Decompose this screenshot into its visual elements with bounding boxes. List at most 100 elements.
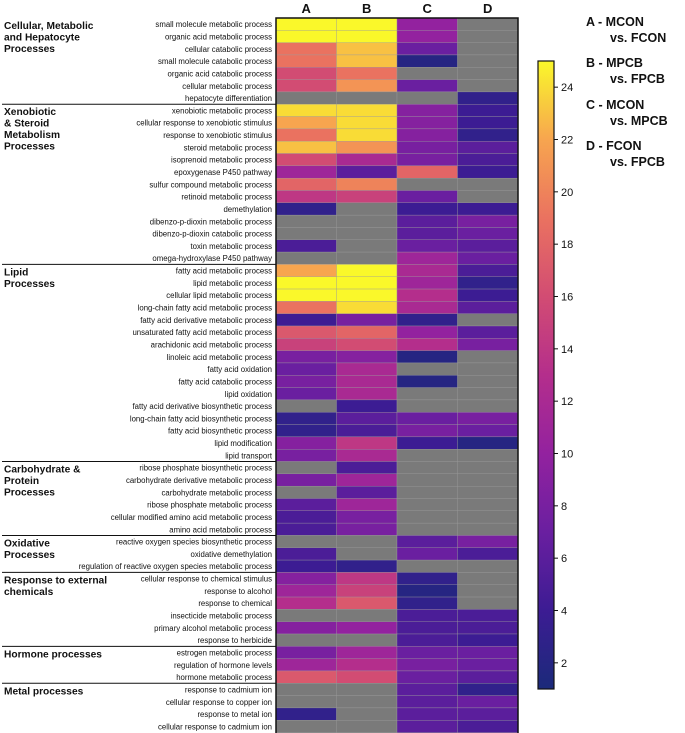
row-label: arachidonic acid metabolic process: [151, 340, 272, 349]
cell-r7-a: [275, 104, 337, 117]
cell-r45-a: [275, 572, 337, 585]
cell-r22-c: [396, 288, 458, 302]
row-label: toxin metabolic process: [191, 242, 273, 251]
column-header-a: A: [302, 1, 312, 16]
cell-r10-c: [396, 141, 458, 154]
cell-r21-c: [396, 276, 458, 290]
cell-r22-d: [457, 288, 519, 302]
cell-r42-b: [336, 535, 398, 548]
cell-r33-d: [457, 424, 519, 438]
cell-r32-d: [457, 412, 519, 425]
colorbar-tick-label: 8: [561, 501, 567, 513]
row-label: response to xenobiotic stimulus: [163, 131, 272, 140]
legend-item-a-line1: A - MCON: [586, 15, 644, 29]
cell-r1-d: [457, 30, 519, 43]
cell-r49-a: [275, 621, 337, 635]
cell-r33-c: [396, 424, 458, 438]
cell-r4-b: [336, 67, 398, 80]
cell-r20-b: [336, 264, 398, 277]
cell-r5-b: [336, 79, 398, 93]
row-label: omega-hydroxylase P450 pathway: [152, 254, 272, 263]
cell-r21-d: [457, 276, 519, 290]
cell-r47-d: [457, 596, 519, 610]
cell-r27-b: [336, 350, 398, 364]
cell-r49-b: [336, 621, 398, 635]
cell-r0-a: [275, 17, 337, 31]
cell-r45-b: [336, 572, 398, 585]
cell-r34-c: [396, 436, 458, 450]
group-label-1-line-0: Xenobiotic: [4, 107, 56, 118]
cell-r13-c: [396, 177, 458, 191]
cell-r4-c: [396, 67, 458, 80]
cell-r7-d: [457, 104, 519, 117]
cell-r50-a: [275, 633, 337, 647]
row-label: regulation of hormone levels: [174, 661, 272, 670]
cell-r11-c: [396, 153, 458, 167]
cell-r44-c: [396, 559, 458, 573]
cell-r12-c: [396, 165, 458, 179]
group-label-6-line-0: Hormone processes: [4, 649, 102, 660]
heatmap-border: [275, 17, 519, 733]
cell-r24-a: [275, 313, 337, 327]
cell-r50-b: [336, 633, 398, 647]
colorbar-gradient: [537, 60, 555, 690]
group-label-0-line-0: Cellular, Metabolic: [4, 21, 94, 32]
cell-r55-b: [336, 695, 398, 709]
row-label: demethylation: [223, 205, 272, 214]
cell-r34-a: [275, 436, 337, 450]
cell-r54-a: [275, 683, 337, 696]
group-label-1-line-1: & Steroid: [4, 119, 49, 130]
cell-r28-c: [396, 362, 458, 376]
cell-r4-a: [275, 67, 337, 80]
cell-r36-c: [396, 461, 458, 475]
colorbar-tick-label: 20: [561, 187, 573, 199]
cell-r3-a: [275, 54, 337, 68]
group-dividers: [2, 103, 276, 684]
column-header-d: D: [483, 1, 492, 16]
cell-r31-a: [275, 399, 337, 413]
cell-r26-d: [457, 338, 519, 351]
row-label: ribose phosphate metabolic process: [147, 501, 272, 510]
cell-r53-b: [336, 670, 398, 684]
row-label: oxidative demethylation: [191, 550, 272, 559]
comparison-legend: A - MCON vs. FCON B - MPCB vs. FPCB C - MCON…: [586, 15, 668, 169]
cell-r1-b: [336, 30, 398, 43]
cell-r8-c: [396, 116, 458, 130]
row-label: small molecule catabolic process: [158, 57, 272, 66]
row-label: fatty acid biosynthetic process: [168, 427, 272, 436]
cell-r26-b: [336, 338, 398, 351]
cell-r3-b: [336, 54, 398, 68]
cell-r35-c: [396, 449, 458, 462]
cell-r15-c: [396, 202, 458, 216]
cell-r19-a: [275, 251, 337, 265]
cell-r44-a: [275, 559, 337, 573]
colorbar-tick-label: 10: [561, 449, 573, 461]
cell-r0-d: [457, 17, 519, 31]
cell-r28-a: [275, 362, 337, 376]
cell-r35-b: [336, 449, 398, 462]
cell-r32-b: [336, 412, 398, 425]
row-label: retinoid metabolic process: [181, 193, 272, 202]
cell-r52-a: [275, 658, 337, 672]
cell-r37-c: [396, 473, 458, 487]
cell-r9-b: [336, 128, 398, 142]
cell-r22-a: [275, 288, 337, 302]
cell-r15-b: [336, 202, 398, 216]
cell-r9-d: [457, 128, 519, 142]
cell-r36-b: [336, 461, 398, 475]
row-label: cellular response to xenobiotic stimulus: [136, 119, 272, 128]
cell-r36-a: [275, 461, 337, 475]
row-label: carbohydrate metabolic process: [161, 488, 272, 497]
cell-r34-d: [457, 436, 519, 450]
cell-r16-c: [396, 214, 458, 228]
cell-r46-c: [396, 584, 458, 598]
cell-r26-a: [275, 338, 337, 351]
cell-r43-c: [396, 547, 458, 561]
cell-r39-d: [457, 498, 519, 511]
cell-r15-d: [457, 202, 519, 216]
cell-r3-c: [396, 54, 458, 68]
cell-r23-b: [336, 301, 398, 314]
cell-r34-b: [336, 436, 398, 450]
row-label: fatty acid derivative metabolic process: [140, 316, 272, 325]
